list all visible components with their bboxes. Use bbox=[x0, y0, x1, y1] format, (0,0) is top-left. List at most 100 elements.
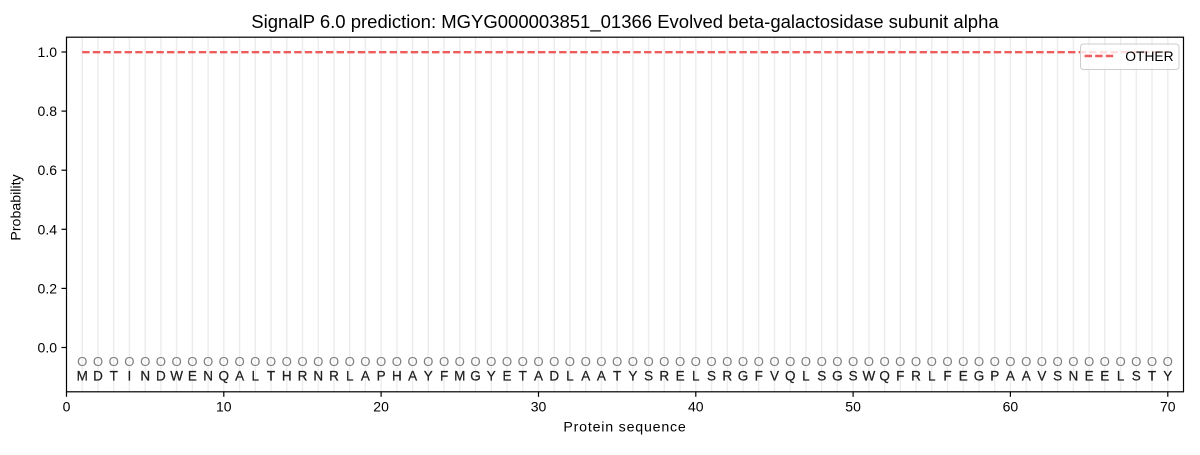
svg-text:E: E bbox=[502, 369, 511, 384]
svg-text:O: O bbox=[219, 354, 229, 369]
svg-text:P: P bbox=[990, 369, 999, 384]
svg-text:0: 0 bbox=[63, 399, 71, 415]
svg-text:L: L bbox=[802, 369, 810, 384]
svg-text:R: R bbox=[329, 369, 339, 384]
svg-text:O: O bbox=[124, 354, 134, 369]
svg-text:O: O bbox=[895, 354, 905, 369]
svg-text:E: E bbox=[1085, 369, 1094, 384]
svg-text:T: T bbox=[267, 369, 275, 384]
svg-text:T: T bbox=[110, 369, 118, 384]
svg-text:O: O bbox=[77, 354, 87, 369]
svg-text:O: O bbox=[612, 354, 622, 369]
svg-text:O: O bbox=[486, 354, 496, 369]
svg-text:0.4: 0.4 bbox=[38, 221, 58, 237]
svg-text:O: O bbox=[109, 354, 119, 369]
svg-text:20: 20 bbox=[373, 399, 389, 415]
svg-text:N: N bbox=[140, 369, 150, 384]
svg-text:W: W bbox=[170, 369, 183, 384]
svg-text:O: O bbox=[360, 354, 370, 369]
svg-text:L: L bbox=[566, 369, 574, 384]
svg-text:O: O bbox=[1163, 354, 1173, 369]
svg-text:O: O bbox=[187, 354, 197, 369]
svg-text:SignalP 6.0 prediction: MGYG00: SignalP 6.0 prediction: MGYG000003851_01… bbox=[251, 11, 999, 33]
svg-text:O: O bbox=[596, 354, 606, 369]
svg-text:A: A bbox=[534, 369, 543, 384]
svg-text:A: A bbox=[235, 369, 244, 384]
svg-text:A: A bbox=[597, 369, 606, 384]
svg-text:N: N bbox=[203, 369, 213, 384]
svg-text:O: O bbox=[329, 354, 339, 369]
svg-text:F: F bbox=[896, 369, 904, 384]
svg-text:A: A bbox=[361, 369, 370, 384]
svg-text:Q: Q bbox=[879, 369, 890, 384]
svg-text:S: S bbox=[707, 369, 716, 384]
svg-text:O: O bbox=[911, 354, 921, 369]
svg-text:O: O bbox=[958, 354, 968, 369]
svg-text:O: O bbox=[1100, 354, 1110, 369]
svg-text:O: O bbox=[518, 354, 528, 369]
svg-text:N: N bbox=[313, 369, 323, 384]
svg-text:0.8: 0.8 bbox=[38, 103, 58, 119]
svg-text:Y: Y bbox=[1163, 369, 1172, 384]
svg-text:D: D bbox=[156, 369, 166, 384]
svg-text:O: O bbox=[203, 354, 213, 369]
svg-text:60: 60 bbox=[1003, 399, 1019, 415]
svg-text:O: O bbox=[722, 354, 732, 369]
svg-text:S: S bbox=[1132, 369, 1141, 384]
svg-text:O: O bbox=[754, 354, 764, 369]
svg-text:O: O bbox=[879, 354, 889, 369]
svg-text:O: O bbox=[313, 354, 323, 369]
svg-text:O: O bbox=[691, 354, 701, 369]
svg-text:Y: Y bbox=[628, 369, 637, 384]
svg-text:Probability: Probability bbox=[9, 173, 25, 240]
svg-text:O: O bbox=[376, 354, 386, 369]
svg-text:O: O bbox=[706, 354, 716, 369]
svg-text:R: R bbox=[722, 369, 732, 384]
svg-text:A: A bbox=[1006, 369, 1015, 384]
svg-text:O: O bbox=[832, 354, 842, 369]
svg-text:O: O bbox=[864, 354, 874, 369]
svg-text:O: O bbox=[942, 354, 952, 369]
svg-text:V: V bbox=[770, 369, 779, 384]
svg-text:O: O bbox=[250, 354, 260, 369]
svg-text:40: 40 bbox=[688, 399, 704, 415]
svg-text:O: O bbox=[549, 354, 559, 369]
svg-text:A: A bbox=[1022, 369, 1031, 384]
svg-text:Y: Y bbox=[487, 369, 496, 384]
svg-text:O: O bbox=[628, 354, 638, 369]
svg-text:F: F bbox=[943, 369, 951, 384]
svg-text:O: O bbox=[140, 354, 150, 369]
svg-text:O: O bbox=[171, 354, 181, 369]
svg-text:O: O bbox=[392, 354, 402, 369]
svg-text:D: D bbox=[549, 369, 559, 384]
svg-text:O: O bbox=[407, 354, 417, 369]
svg-text:O: O bbox=[455, 354, 465, 369]
svg-text:O: O bbox=[659, 354, 669, 369]
svg-text:E: E bbox=[1100, 369, 1109, 384]
svg-text:O: O bbox=[345, 354, 355, 369]
svg-text:O: O bbox=[738, 354, 748, 369]
svg-text:E: E bbox=[959, 369, 968, 384]
svg-text:10: 10 bbox=[216, 399, 232, 415]
svg-text:N: N bbox=[1069, 369, 1079, 384]
svg-text:O: O bbox=[502, 354, 512, 369]
svg-text:L: L bbox=[928, 369, 936, 384]
svg-text:O: O bbox=[1005, 354, 1015, 369]
svg-text:0.2: 0.2 bbox=[38, 280, 58, 296]
svg-text:H: H bbox=[392, 369, 402, 384]
svg-text:L: L bbox=[252, 369, 260, 384]
svg-text:M: M bbox=[454, 369, 465, 384]
svg-text:O: O bbox=[974, 354, 984, 369]
svg-text:V: V bbox=[1037, 369, 1046, 384]
svg-text:O: O bbox=[848, 354, 858, 369]
svg-text:H: H bbox=[282, 369, 292, 384]
svg-text:R: R bbox=[298, 369, 308, 384]
svg-text:A: A bbox=[581, 369, 590, 384]
svg-text:R: R bbox=[659, 369, 669, 384]
svg-text:O: O bbox=[675, 354, 685, 369]
svg-text:M: M bbox=[77, 369, 88, 384]
svg-text:O: O bbox=[643, 354, 653, 369]
svg-text:O: O bbox=[801, 354, 811, 369]
svg-text:O: O bbox=[234, 354, 244, 369]
svg-text:S: S bbox=[849, 369, 858, 384]
